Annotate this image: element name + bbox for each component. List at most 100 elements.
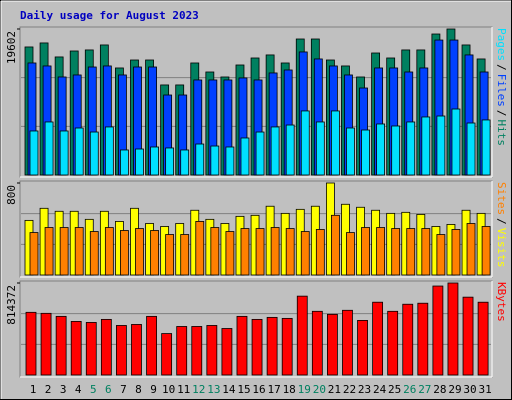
x-tick-label: 24 bbox=[373, 383, 387, 396]
x-tick-label: 21 bbox=[328, 383, 341, 396]
bar bbox=[391, 125, 401, 176]
y-tick-label: 814372 bbox=[5, 285, 18, 325]
x-tick-label: 26 bbox=[403, 383, 416, 396]
bar bbox=[451, 108, 461, 176]
bar bbox=[70, 321, 82, 376]
y-tick-label: 19602 bbox=[5, 31, 18, 64]
bar bbox=[180, 149, 190, 176]
bar bbox=[251, 318, 263, 376]
x-tick-label: 5 bbox=[90, 383, 97, 396]
legend-entry: Files bbox=[495, 74, 508, 107]
bar bbox=[195, 143, 205, 176]
bar bbox=[85, 322, 97, 376]
bar bbox=[376, 227, 386, 276]
bar bbox=[285, 124, 295, 176]
bar bbox=[330, 110, 340, 176]
chart-title: Daily usage for August 2023 bbox=[20, 9, 199, 22]
bar bbox=[225, 231, 235, 276]
bar bbox=[89, 231, 99, 276]
bar bbox=[406, 228, 416, 276]
legend: Pages / Files / Hits bbox=[495, 28, 508, 146]
bar bbox=[432, 285, 444, 376]
x-tick-label: 3 bbox=[60, 383, 67, 396]
bar bbox=[406, 121, 416, 176]
bar bbox=[481, 119, 491, 176]
bar bbox=[270, 126, 280, 176]
bar bbox=[131, 324, 142, 376]
bar bbox=[436, 234, 446, 276]
bar bbox=[195, 221, 205, 276]
x-tick-label: 27 bbox=[418, 383, 431, 396]
bar bbox=[55, 315, 67, 376]
bar bbox=[387, 310, 399, 376]
bar bbox=[176, 326, 188, 376]
bar bbox=[236, 315, 248, 376]
legend-entry: Pages bbox=[495, 28, 508, 61]
bar bbox=[165, 147, 175, 176]
bar bbox=[421, 228, 431, 276]
x-tick-label: 23 bbox=[358, 383, 371, 396]
x-tick-label: 17 bbox=[267, 383, 280, 396]
bar bbox=[481, 226, 491, 276]
x-tick-label: 11 bbox=[177, 383, 190, 396]
bar bbox=[240, 228, 250, 276]
bar bbox=[436, 115, 446, 176]
bar bbox=[326, 313, 338, 376]
bar bbox=[417, 302, 429, 376]
bar bbox=[206, 325, 218, 376]
bar bbox=[477, 301, 489, 376]
x-tick-label: 13 bbox=[207, 383, 220, 396]
legend-entry: Sites bbox=[495, 182, 508, 215]
x-tick-label: 14 bbox=[222, 383, 236, 396]
bar bbox=[44, 121, 54, 176]
x-tick-label: 10 bbox=[162, 383, 175, 396]
bar bbox=[372, 301, 384, 376]
bar bbox=[210, 227, 220, 276]
x-tick-label: 12 bbox=[192, 383, 205, 396]
bar bbox=[210, 145, 220, 176]
bar bbox=[466, 122, 476, 176]
bar bbox=[89, 131, 99, 176]
bar bbox=[346, 127, 355, 176]
legend: Sites / Visits bbox=[495, 182, 508, 268]
bar bbox=[59, 130, 69, 176]
bar bbox=[59, 227, 69, 276]
bar bbox=[451, 229, 461, 276]
x-tick-label: 9 bbox=[150, 383, 157, 396]
bar bbox=[221, 328, 233, 376]
bar bbox=[165, 234, 175, 276]
bar bbox=[104, 126, 114, 176]
bar bbox=[311, 310, 323, 376]
bar bbox=[376, 123, 386, 176]
legend-entry: Visits bbox=[495, 228, 508, 268]
bar bbox=[40, 312, 52, 376]
x-tick-label: 4 bbox=[75, 383, 82, 396]
bar bbox=[116, 325, 127, 376]
bar bbox=[150, 146, 159, 176]
x-tick-label: 20 bbox=[313, 383, 326, 396]
bar bbox=[266, 316, 278, 376]
bar bbox=[285, 228, 295, 276]
bar bbox=[150, 230, 159, 276]
bar bbox=[191, 326, 203, 376]
bar bbox=[161, 333, 173, 376]
x-tick-label: 30 bbox=[463, 383, 476, 396]
x-tick-label: 8 bbox=[135, 383, 142, 396]
bar bbox=[315, 229, 325, 276]
x-tick-label: 1 bbox=[30, 383, 37, 396]
bar bbox=[300, 231, 310, 276]
bar bbox=[44, 227, 54, 276]
bar bbox=[120, 230, 129, 276]
x-tick-label: 6 bbox=[105, 383, 112, 396]
bar bbox=[100, 318, 112, 376]
bar bbox=[391, 228, 401, 276]
x-tick-label: 28 bbox=[433, 383, 446, 396]
bar bbox=[180, 234, 190, 276]
bar bbox=[357, 320, 368, 376]
bar bbox=[346, 232, 355, 276]
bar bbox=[255, 131, 265, 176]
x-tick-label: 16 bbox=[252, 383, 265, 396]
y-tick-label: 800 bbox=[5, 185, 18, 205]
bar bbox=[315, 121, 325, 176]
